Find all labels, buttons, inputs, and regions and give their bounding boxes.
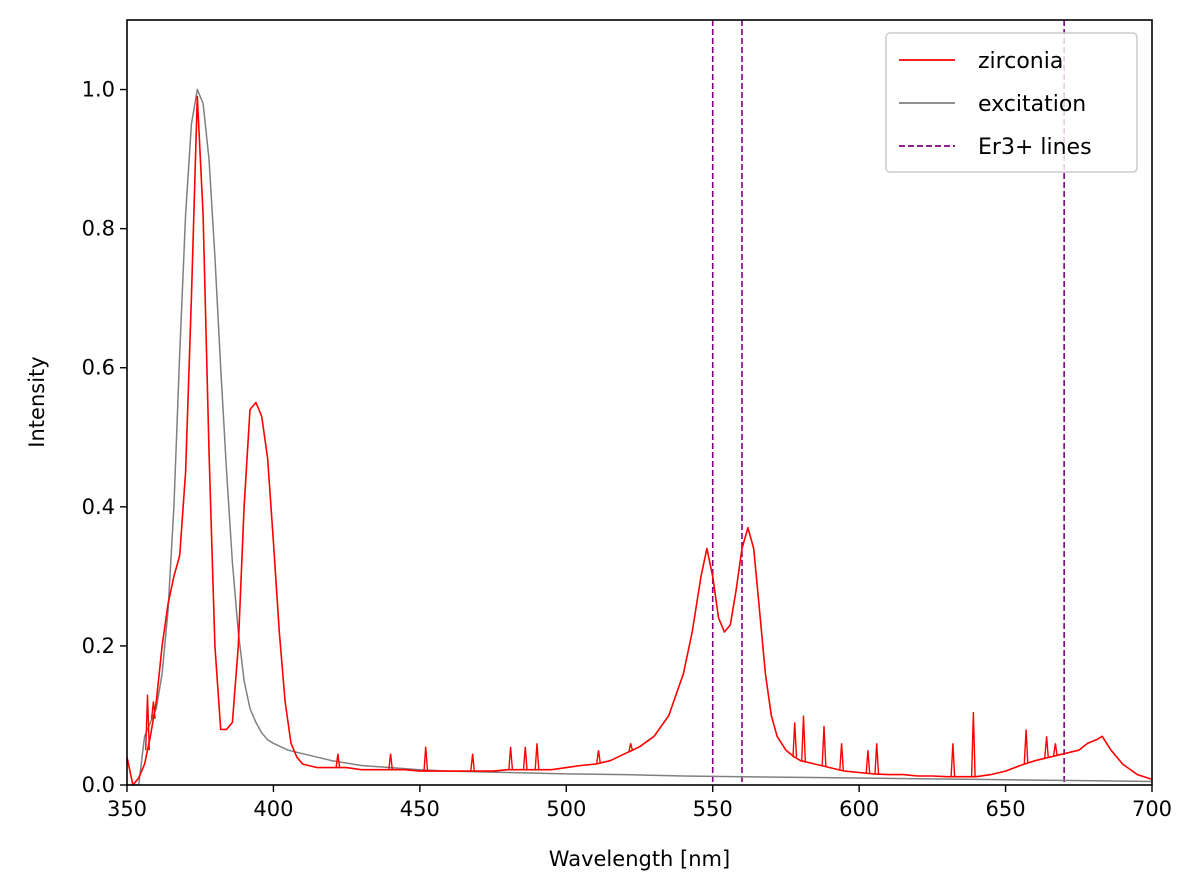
- legend-label-er3-lines: Er3+ lines: [978, 135, 1092, 160]
- x-tick-label-650: 650: [986, 797, 1026, 821]
- y-axis-ticks: 0.0 0.2 0.4 0.6 0.8 1.0: [82, 78, 127, 797]
- zirconia-spike-18: [970, 711, 976, 777]
- zirconia-spike-21: [1052, 743, 1058, 756]
- zirconia-spike-14: [839, 743, 844, 771]
- zirconia-spike-9: [596, 750, 601, 764]
- x-tick-label-450: 450: [400, 797, 440, 821]
- y-tick-label-3: 0.6: [82, 356, 115, 380]
- x-tick-label-500: 500: [546, 797, 586, 821]
- y-tick-label-0: 0.0: [82, 773, 115, 797]
- zirconia-spike-1: [150, 701, 156, 719]
- y-tick-label-5: 1.0: [82, 78, 115, 102]
- legend: zirconia excitation Er3+ lines: [885, 32, 1138, 173]
- x-tick-label-550: 550: [693, 797, 733, 821]
- x-tick-label-400: 400: [253, 797, 293, 821]
- zirconia-spike-6: [508, 746, 514, 770]
- zirconia-spike-0: [145, 694, 150, 751]
- y-axis-label: Intensity: [25, 356, 49, 447]
- series-line-excitation: [127, 88, 1152, 785]
- y-tick-label-1: 0.2: [82, 634, 115, 658]
- zirconia-spike-8: [534, 743, 540, 770]
- x-axis-ticks: 350 400 450 500 550 600 650 700: [107, 785, 1172, 821]
- legend-label-excitation: excitation: [978, 92, 1086, 117]
- zirconia-spike-16: [874, 743, 880, 775]
- zirconia-spike-12: [801, 715, 806, 762]
- zirconia-spike-10: [628, 743, 634, 752]
- y-tick-label-2: 0.4: [82, 495, 115, 519]
- plot-frame: [126, 19, 1153, 786]
- x-tick-label-350: 350: [107, 797, 147, 821]
- x-tick-label-700: 700: [1132, 797, 1172, 821]
- zirconia-spike-13: [821, 725, 827, 767]
- zirconia-spike-11: [792, 722, 798, 758]
- zirconia-spike-5: [470, 753, 475, 772]
- zirconia-spike-17: [950, 743, 956, 777]
- zirconia-spike-2: [335, 753, 341, 768]
- zirconia-spike-4: [423, 746, 429, 772]
- y-tick-label-4: 0.8: [82, 217, 115, 241]
- zirconia-spike-20: [1044, 736, 1049, 758]
- zirconia-spike-3: [388, 753, 393, 770]
- x-axis-label: Wavelength [nm]: [549, 847, 730, 871]
- zirconia-spike-19: [1023, 729, 1029, 764]
- legend-box: [885, 32, 1138, 173]
- zirconia-spike-7: [522, 746, 528, 770]
- series-layer: [127, 88, 1152, 785]
- series-line-zirconia: [127, 95, 1152, 785]
- zirconia-spike-15: [865, 750, 871, 774]
- x-tick-label-600: 600: [839, 797, 879, 821]
- legend-label-zirconia: zirconia: [978, 49, 1063, 74]
